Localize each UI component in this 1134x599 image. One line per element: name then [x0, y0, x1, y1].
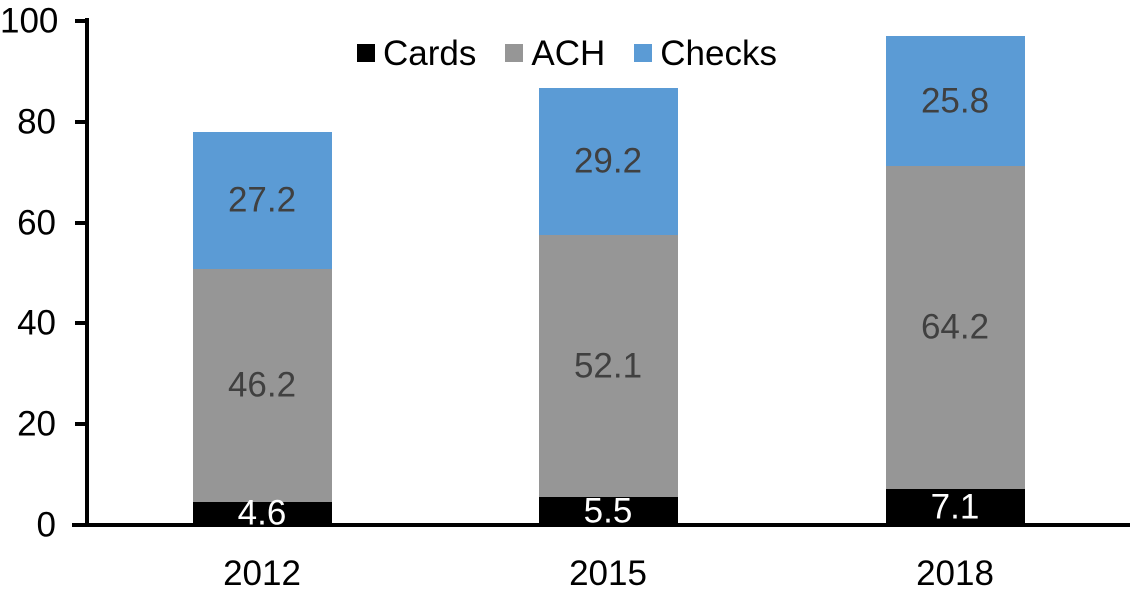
bar-segment-ach-2018 — [885, 165, 1025, 490]
y-tick-mark — [75, 220, 85, 225]
y-tick-label: 20 — [17, 404, 56, 444]
legend-label-ach: ACH — [531, 33, 606, 73]
bar-segment-ach-2012 — [192, 268, 332, 502]
legend-label-cards: Cards — [383, 33, 477, 73]
value-label-cards-2015: 5.5 — [583, 491, 633, 531]
bar-segment-cards-2015 — [538, 497, 678, 525]
bar-segment-cards-2018 — [885, 489, 1025, 525]
x-category-label-2012: 2012 — [223, 554, 301, 593]
legend-swatch-ach — [505, 44, 524, 62]
y-tick-label: 40 — [17, 303, 56, 343]
y-tick-mark — [75, 19, 85, 23]
value-label-checks-2018: 25.8 — [920, 81, 990, 121]
y-axis-line — [85, 18, 89, 527]
y-tick-label: 100 — [0, 1, 59, 41]
x-category-label-2018: 2018 — [916, 554, 994, 593]
value-label-checks-2015: 29.2 — [573, 141, 643, 181]
y-tick-mark — [75, 422, 85, 427]
y-tick-label: 80 — [17, 102, 56, 142]
legend-swatch-checks — [634, 44, 653, 62]
value-label-checks-2012: 27.2 — [227, 180, 297, 220]
y-tick-label: 0 — [36, 505, 56, 545]
y-tick-label: 60 — [17, 203, 56, 243]
x-category-label-2015: 2015 — [569, 554, 647, 593]
y-tick-mark — [75, 321, 85, 326]
legend-swatch-cards — [357, 44, 375, 62]
bar-segment-checks-2018 — [885, 35, 1025, 166]
bar-segment-checks-2012 — [192, 131, 332, 269]
y-tick-mark — [75, 523, 85, 527]
bar-segment-cards-2012 — [192, 501, 332, 525]
y-tick-mark — [75, 119, 85, 124]
x-axis-line — [72, 523, 1130, 527]
bar-segment-ach-2015 — [538, 234, 678, 498]
bar-segment-checks-2015 — [538, 87, 678, 235]
legend-item-checks: Checks — [634, 36, 777, 71]
value-label-ach-2015: 52.1 — [573, 346, 643, 386]
legend-item-cards: Cards — [357, 36, 476, 71]
value-label-cards-2012: 4.6 — [237, 493, 287, 533]
legend-item-ach: ACH — [505, 36, 605, 71]
chart-legend: Cards ACH Checks — [0, 35, 1134, 71]
value-label-ach-2012: 46.2 — [227, 365, 297, 405]
value-label-cards-2018: 7.1 — [930, 487, 980, 527]
legend-label-checks: Checks — [660, 33, 777, 73]
value-label-ach-2018: 64.2 — [920, 307, 990, 347]
